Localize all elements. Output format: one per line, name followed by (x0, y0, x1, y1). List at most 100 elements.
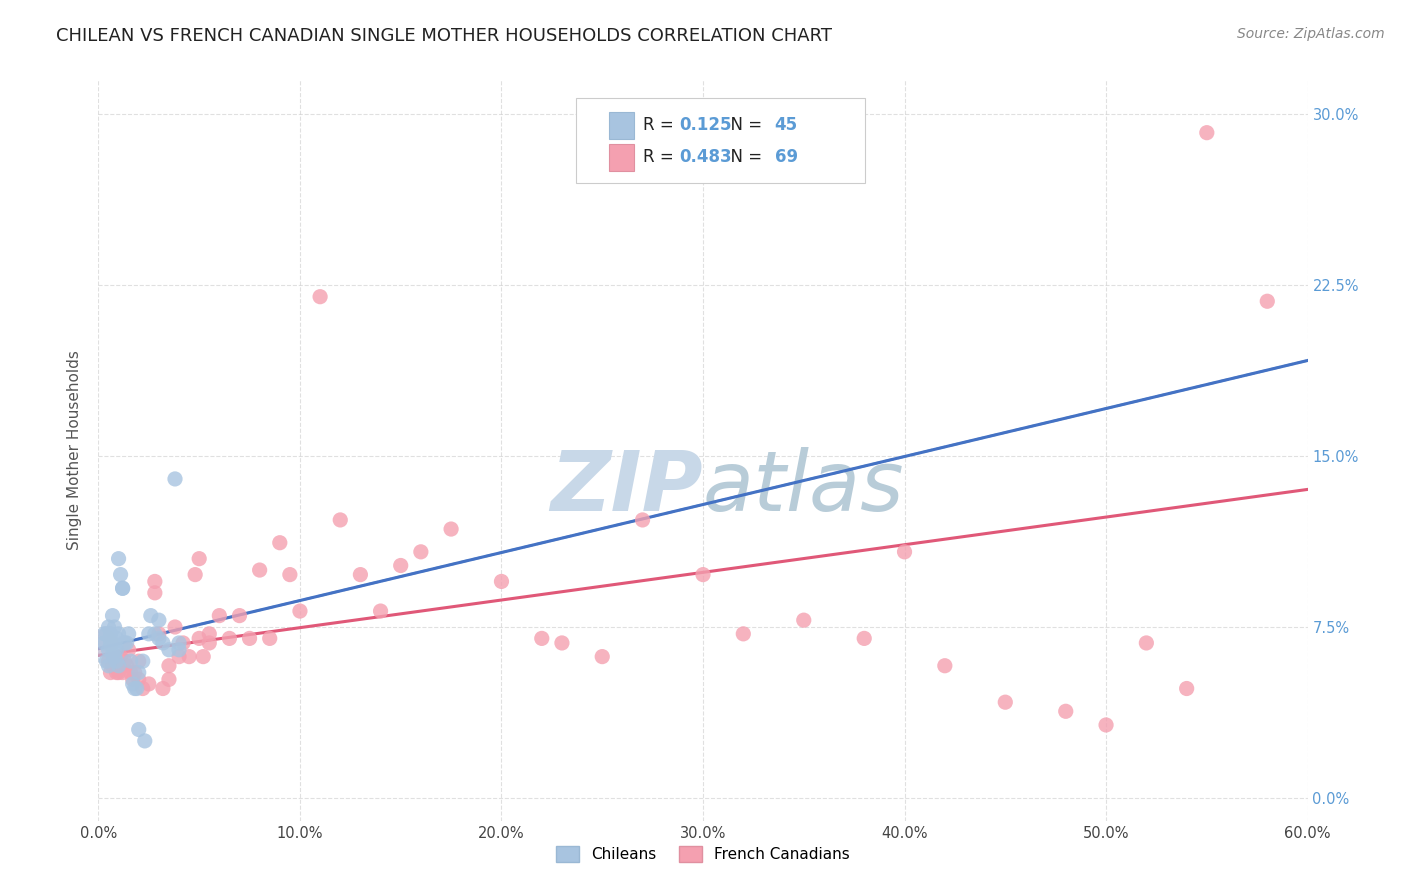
Point (733, 627, 755, 641)
Point (143, 586, 166, 600)
Point (101, 658, 124, 673)
Text: N =: N = (720, 116, 768, 135)
Point (179, 649, 201, 664)
Point (1054, 704, 1077, 718)
Point (132, 654, 155, 668)
Point (934, 658, 956, 673)
Text: ZIP: ZIP (550, 447, 703, 528)
Point (103, 649, 125, 664)
Point (143, 627, 166, 641)
Point (288, 604, 311, 618)
Point (93, 642, 115, 657)
Point (114, 636, 136, 650)
Point (631, 513, 654, 527)
Text: R =: R = (643, 116, 679, 135)
Point (128, 723, 150, 737)
Point (193, 649, 215, 664)
Point (111, 582, 134, 596)
Point (110, 649, 132, 664)
Point (96, 627, 118, 641)
Point (101, 608, 124, 623)
Point (491, 574, 513, 589)
Point (105, 642, 128, 657)
Point (1256, 294, 1278, 309)
Text: Source: ZipAtlas.com: Source: ZipAtlas.com (1237, 27, 1385, 41)
Point (1095, 718, 1118, 732)
Point (329, 513, 352, 527)
Point (107, 658, 129, 673)
Point (349, 567, 371, 582)
Y-axis label: Single Mother Households: Single Mother Households (67, 351, 83, 550)
Point (1175, 681, 1198, 696)
Point (93, 636, 115, 650)
Point (93, 627, 115, 641)
Point (114, 654, 136, 668)
Point (128, 673, 150, 687)
Point (105, 654, 128, 668)
Point (121, 677, 143, 691)
Point (793, 613, 815, 627)
Point (103, 620, 125, 634)
Point (124, 665, 146, 680)
Point (208, 608, 231, 623)
Point (118, 642, 141, 657)
Point (100, 627, 122, 641)
Point (167, 649, 190, 664)
Point (121, 673, 143, 687)
Point (148, 632, 170, 646)
Point (157, 642, 180, 657)
Point (110, 567, 132, 582)
Point (309, 290, 332, 304)
Point (167, 642, 190, 657)
Point (111, 665, 134, 680)
Point (370, 604, 392, 618)
Point (692, 567, 714, 582)
Point (100, 636, 122, 650)
Point (157, 673, 180, 687)
Point (132, 681, 155, 696)
Point (163, 472, 186, 486)
Point (409, 545, 432, 559)
Point (97, 658, 120, 673)
Point (163, 620, 186, 634)
Point (128, 665, 150, 680)
Point (134, 734, 156, 748)
Point (138, 627, 160, 641)
Point (259, 632, 281, 646)
Point (188, 632, 211, 646)
Point (389, 558, 412, 573)
Point (152, 681, 174, 696)
Text: 0.125: 0.125 (679, 116, 731, 135)
Point (551, 636, 574, 650)
Point (101, 648, 124, 662)
Point (994, 695, 1017, 709)
Point (249, 563, 271, 577)
Point (101, 636, 124, 650)
Text: N =: N = (720, 148, 768, 166)
Point (278, 567, 301, 582)
Point (97, 654, 120, 668)
Point (1135, 636, 1157, 650)
Text: R =: R = (643, 148, 679, 166)
Point (120, 665, 142, 680)
Point (198, 627, 221, 641)
Point (93, 636, 115, 650)
Point (107, 551, 129, 566)
Point (118, 627, 141, 641)
Point (893, 545, 915, 559)
Text: 45: 45 (775, 116, 797, 135)
Point (188, 551, 211, 566)
Point (184, 567, 207, 582)
Point (103, 654, 125, 668)
Point (143, 574, 166, 589)
Point (218, 632, 240, 646)
Point (124, 681, 146, 696)
Point (198, 636, 221, 650)
Point (115, 658, 138, 673)
Point (152, 636, 174, 650)
Point (591, 649, 613, 664)
Point (96, 654, 118, 668)
Point (115, 636, 138, 650)
Point (148, 613, 170, 627)
Point (107, 658, 129, 673)
